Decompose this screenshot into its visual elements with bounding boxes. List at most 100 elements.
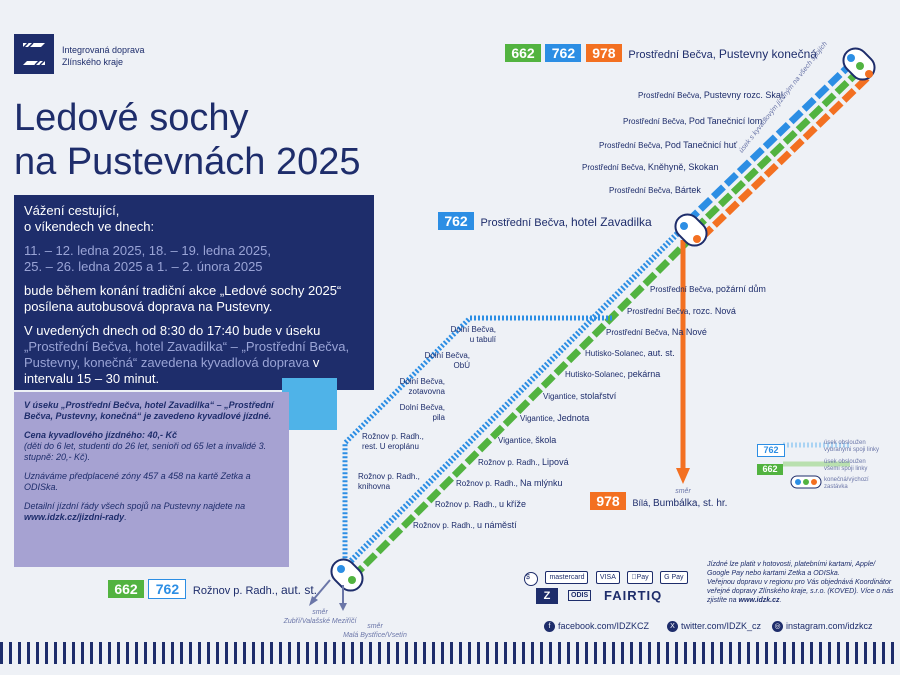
stop-left-1: Dolní Bečva, u tabulí	[450, 325, 496, 344]
legend-text-2: úsek obsloužen všemi spoji linky	[824, 459, 868, 472]
roznov-terminal	[330, 558, 364, 592]
badge-662: 662	[505, 44, 541, 62]
direction-zubri: směr Zubří/Valašské Meziříčí	[283, 609, 357, 625]
legend-662: 662	[757, 459, 783, 477]
stop-right-2: Prostřední Bečva, rozc. Nová	[627, 306, 736, 316]
fare-p3: Uznáváme předplacené zóny 457 a 458 na k…	[24, 471, 251, 492]
odis-logo: ODIS	[568, 590, 592, 601]
info-para2: V uvedených dnech od 8:30 do 17:40 bude …	[24, 323, 364, 387]
stop-upper-2: Prostřední Bečva, Pod Tanečnicí lom	[623, 116, 763, 126]
roznov-label: 662 762 Rožnov p. Radh., aut. st.	[108, 579, 317, 599]
instagram-icon: ◎	[772, 621, 783, 633]
event-dates: 11. – 12. ledna 2025, 18. – 19. ledna 20…	[24, 243, 271, 274]
fare-p1: V úseku „Prostřední Bečva, hotel Zavadil…	[24, 400, 274, 421]
pustevny-label: 662 762 978 Prostřední Bečva, Pustevny k…	[505, 44, 817, 63]
badge-978: 978	[585, 44, 622, 62]
fare-p4-a: Detailní jízdní řády všech spojů na Pust…	[24, 501, 246, 511]
main-route	[337, 225, 696, 583]
google-pay-icon: G Pay	[660, 571, 688, 584]
info-box: Vážení cestující, o víkendech ve dnech: …	[14, 195, 374, 390]
payment-icons: $ mastercard VISA Pay G Pay	[524, 566, 691, 586]
org-name: Integrovaná doprava Zlínského kraje	[62, 44, 145, 68]
timetable-link[interactable]: www.idzk.cz/jizdni-rady	[24, 512, 125, 522]
page-title: Ledové sochy na Pustevnách 2025	[14, 97, 361, 183]
payment-text1: Jízdné lze platit v hotovosti, platebním…	[707, 561, 876, 577]
fare-info-box: V úseku „Prostřední Bečva, hotel Zavadil…	[14, 392, 289, 567]
idzk-logo	[14, 34, 54, 74]
cash-icon: $	[524, 572, 538, 586]
roznov-b: aut. st.	[280, 583, 317, 597]
apple-pay-icon: Pay	[627, 571, 653, 584]
legend-762: 762	[757, 440, 785, 458]
info-para2-c: v intervalu 15 – 30 minut.	[24, 355, 320, 386]
zavadilka-terminal	[674, 213, 708, 247]
stop-left-6: Rožnov p. Radh., knihovna	[358, 472, 420, 491]
legend-text-3: konečná/výchozí zastávka	[824, 477, 869, 490]
mastercard-icon: mastercard	[545, 571, 589, 584]
info-para1: bude během konání tradiční akce „Ledové …	[24, 283, 342, 314]
badge-762: 762	[438, 212, 474, 230]
stop-right-4: Hutisko-Solanec, aut. st.	[585, 348, 675, 358]
orange-arrow	[676, 468, 690, 484]
stop-upper-5: Prostřední Bečva, Bártek	[609, 185, 701, 195]
stop-left-3: Dolní Bečva, zotavovna	[399, 377, 445, 396]
facebook-link[interactable]: f facebook.com/IDZKCZ	[544, 621, 649, 633]
greeting: Vážení cestující, o víkendech ve dnech:	[24, 203, 155, 234]
instagram-link[interactable]: ◎ instagram.com/idzkcz	[772, 621, 873, 633]
zavadilka-label: 762 Prostřední Bečva, hotel Zavadilka	[438, 212, 652, 231]
pustevny-terminal	[842, 47, 876, 81]
org-line1: Integrovaná doprava	[62, 45, 145, 55]
stop-right-6: Vigantice, stolařství	[543, 391, 617, 401]
visa-icon: VISA	[595, 571, 620, 584]
payment-info: Jízdné lze platit v hotovosti, platebním…	[707, 560, 897, 605]
pustevny-b: Pustevny konečná	[718, 47, 817, 61]
badge-662: 662	[108, 580, 144, 598]
fare-p4: Detailní jízdní řády všech spojů na Pust…	[24, 501, 279, 523]
badge-978: 978	[590, 492, 626, 510]
zavadilka-b: hotel Zavadilka	[570, 215, 652, 229]
stop-left-4: Dolní Bečva, pila	[399, 403, 445, 422]
logo-z-icon	[22, 42, 46, 66]
stop-right-3: Prostřední Bečva, Na Nové	[606, 327, 707, 337]
stop-upper-3: Prostřední Bečva, Pod Tanečnicí huť	[599, 140, 738, 150]
idzk-link[interactable]: www.idzk.cz	[738, 597, 780, 604]
info-para2-b: „Prostřední Bečva, hotel Zavadilka“ – „P…	[24, 339, 350, 370]
stop-right-10: Rožnov p. Radh., Na mlýnku	[456, 478, 563, 488]
fairtiq-logo: FAIRTIQ	[604, 588, 663, 603]
stop-right-5: Hutisko-Solanec, pekárna	[565, 369, 661, 379]
stop-right-11: Rožnov p. Radh., u kříže	[435, 499, 527, 509]
twitter-icon: X	[667, 621, 678, 633]
zavadilka-a: Prostřední Bečva,	[480, 217, 568, 229]
roznov-a: Rožnov p. Radh.,	[192, 585, 278, 597]
fare-p2: Cena kyvadlového jízdného: 40,- Kč (děti …	[24, 430, 279, 463]
bumbalka-label: 978 Bílá, Bumbálka, st. hr.	[590, 492, 727, 511]
stop-left-5: Rožnov p. Radh., rest. U eroplánu	[362, 432, 424, 451]
shuttle-segment	[680, 59, 870, 245]
org-line2: Zlínského kraje	[62, 57, 124, 67]
fare-discount: (děti do 6 let, studenti do 26 let, seni…	[24, 441, 267, 462]
stop-upper-4: Prostřední Bečva, Kněhyně, Skokan	[582, 162, 719, 172]
legend-text-1: úsek obsloužen vybranými spoji linky	[824, 440, 880, 453]
stop-right-7: Vigantice, Jednota	[520, 413, 590, 423]
payment-text2: Veřejnou dopravu v regionu pro Vás objed…	[707, 579, 894, 604]
info-para2-a: V uvedených dnech od 8:30 do 17:40 bude …	[24, 323, 321, 338]
pustevny-a: Prostřední Bečva,	[628, 49, 716, 61]
bumbalka-b: Bumbálka, st. hr.	[652, 498, 728, 509]
stop-right-8: Vigantice, škola	[498, 435, 557, 445]
fare-price: Cena kyvadlového jízdného: 40,- Kč	[24, 430, 178, 440]
facebook-icon: f	[544, 621, 555, 633]
zetka-card-icon: Z	[536, 588, 558, 604]
bottom-stripes	[0, 642, 900, 664]
direction-vsetin: směr Malá Bystřice/Vsetín	[343, 623, 407, 639]
stop-right-9: Rožnov p. Radh., Lipová	[478, 457, 569, 467]
fare-p4-c: .	[124, 512, 127, 522]
stop-left-2: Dolní Bečva, ObÚ	[424, 351, 470, 370]
stop-right-12: Rožnov p. Radh., u náměstí	[413, 520, 517, 530]
badge-762: 762	[148, 579, 187, 599]
direction-bumbalka: směr	[675, 488, 691, 495]
stop-right-1: Prostřední Bečva, požární dům	[650, 284, 766, 294]
bumbalka-a: Bílá,	[632, 498, 651, 508]
stop-upper-1: Prostřední Bečva, Pustevny rozc. Skal.	[638, 90, 786, 100]
